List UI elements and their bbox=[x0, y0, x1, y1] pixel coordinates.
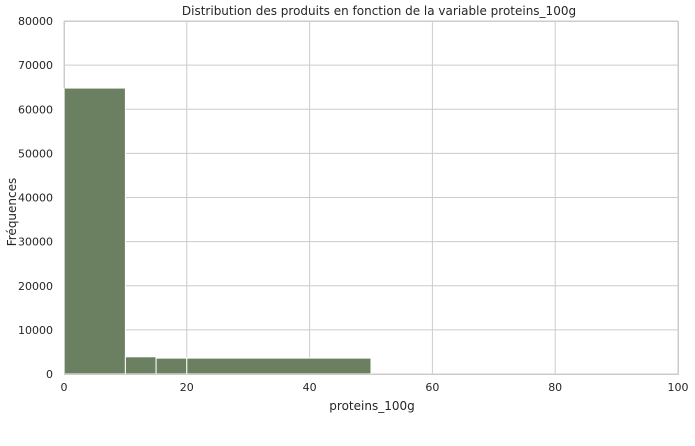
x-tick-label: 100 bbox=[668, 381, 689, 394]
y-axis-label: Fréquences bbox=[5, 178, 19, 247]
x-tick-label: 20 bbox=[180, 381, 194, 394]
y-tick-label: 10000 bbox=[18, 324, 53, 337]
y-tick-label: 40000 bbox=[18, 192, 53, 205]
histogram-bar bbox=[63, 87, 126, 375]
x-tick-label: 40 bbox=[303, 381, 317, 394]
x-axis-label: proteins_100g bbox=[329, 399, 414, 413]
y-tick-label: 60000 bbox=[18, 103, 53, 116]
y-tick-label: 20000 bbox=[18, 280, 53, 293]
y-tick-label: 30000 bbox=[18, 236, 53, 249]
chart-title: Distribution des produits en fonction de… bbox=[182, 4, 576, 18]
y-tick-label: 50000 bbox=[18, 147, 53, 160]
y-tick-label: 0 bbox=[46, 368, 53, 381]
y-tick-label: 70000 bbox=[18, 59, 53, 72]
y-tick-label: 80000 bbox=[18, 15, 53, 28]
x-tick-label: 80 bbox=[548, 381, 562, 394]
histogram-bar bbox=[155, 357, 188, 375]
bars bbox=[63, 87, 372, 375]
grid-lines bbox=[63, 20, 679, 375]
plot-frame bbox=[64, 21, 679, 375]
histogram-bar bbox=[186, 357, 372, 375]
y-tick-labels: 0 10000 20000 30000 40000 50000 60000 70000 8000… bbox=[18, 15, 53, 381]
x-tick-label: 60 bbox=[425, 381, 439, 394]
x-tick-labels: 0 20 40 60 80 100 bbox=[61, 381, 689, 394]
x-tick-label: 0 bbox=[61, 381, 68, 394]
histogram-bar bbox=[124, 356, 157, 375]
